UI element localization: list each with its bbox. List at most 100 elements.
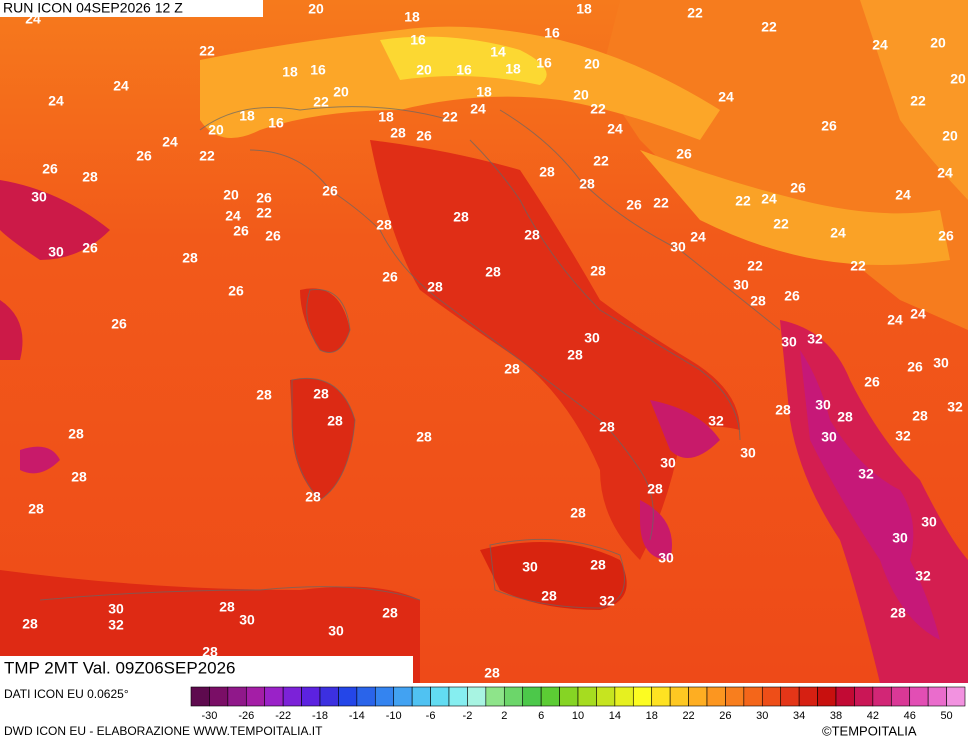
temperature-label: 28	[390, 125, 406, 141]
color-swatch	[743, 686, 763, 707]
temperature-label: 30	[933, 355, 949, 371]
temperature-label: 30	[921, 514, 937, 530]
temperature-label: 20	[333, 84, 349, 100]
temperature-label: 26	[416, 128, 432, 144]
temperature-label: 20	[416, 62, 432, 78]
scale-tick-label: 18	[646, 710, 658, 722]
temperature-label: 24	[162, 134, 178, 150]
color-swatch	[688, 686, 708, 707]
color-swatch	[338, 686, 358, 707]
color-swatch	[817, 686, 837, 707]
temperature-label: 18	[404, 9, 420, 25]
temperature-label: 28	[647, 481, 663, 497]
temperature-label: 22	[199, 148, 215, 164]
color-swatch	[706, 686, 726, 707]
temperature-label: 30	[522, 559, 538, 575]
temperature-label: 24	[718, 89, 734, 105]
temperature-label: 28	[599, 419, 615, 435]
temperature-label: 24	[470, 101, 486, 117]
coastlines	[39, 106, 781, 609]
temperature-label: 30	[660, 455, 676, 471]
temperature-label: 22	[199, 43, 215, 59]
temperature-label: 28	[775, 402, 791, 418]
color-swatch	[430, 686, 450, 707]
color-swatch	[780, 686, 800, 707]
temperature-label: 26	[256, 190, 272, 206]
color-swatch	[319, 686, 339, 707]
temperature-label: 22	[590, 101, 606, 117]
temperature-label: 22	[735, 193, 751, 209]
temperature-label: 16	[544, 25, 560, 41]
color-swatch	[411, 686, 431, 707]
color-swatch	[374, 686, 395, 707]
temperature-label: 28	[590, 557, 606, 573]
temperature-label: 32	[858, 466, 874, 482]
temperature-label: 24	[761, 191, 777, 207]
color-swatch	[946, 686, 966, 707]
color-swatch	[798, 686, 818, 707]
color-swatch	[227, 686, 247, 707]
scale-tick-label: -26	[238, 710, 254, 722]
temperature-label: 16	[268, 115, 284, 131]
color-swatch	[890, 686, 911, 707]
temperature-label: 22	[773, 216, 789, 232]
temperature-label: 20	[208, 122, 224, 138]
color-swatch	[209, 686, 229, 707]
temperature-label: 32	[915, 568, 931, 584]
temperature-label: 26	[938, 228, 954, 244]
temperature-label: 26	[265, 228, 281, 244]
temperature-label: 24	[887, 312, 903, 328]
scale-tick-label: -18	[312, 710, 328, 722]
color-swatch	[614, 686, 634, 707]
scale-tick-label: 6	[538, 710, 544, 722]
temperature-label: 24	[910, 306, 926, 322]
temperature-label: 28	[182, 250, 198, 266]
scale-tick-label: 14	[609, 710, 621, 722]
temperature-label: 26	[228, 283, 244, 299]
temperature-label: 28	[890, 605, 906, 621]
temperature-label: 24	[113, 78, 129, 94]
color-swatch	[596, 686, 616, 707]
validity-label: TMP 2MT Val. 09Z06SEP2026	[4, 658, 236, 677]
temperature-label: 30	[821, 429, 837, 445]
color-swatch	[190, 686, 210, 707]
temperature-label: 28	[453, 209, 469, 225]
scale-tick-label: -2	[463, 710, 473, 722]
scale-tick-label: -22	[275, 710, 291, 722]
color-swatch	[725, 686, 745, 707]
scale-tick-label: 42	[867, 710, 879, 722]
temperature-label: 22	[747, 258, 763, 274]
temperature-label: 26	[907, 359, 923, 375]
temperature-label: 20	[223, 187, 239, 203]
brand-label: ©TEMPOITALIA	[822, 723, 917, 738]
temperature-label: 24	[48, 93, 64, 109]
temperature-label: 22	[850, 258, 866, 274]
temperature-label: 26	[136, 148, 152, 164]
temperature-label: 20	[930, 35, 946, 51]
temperature-label: 28	[837, 409, 853, 425]
temperature-label: 28	[570, 505, 586, 521]
temperature-label: 28	[382, 605, 398, 621]
temperature-label: 28	[256, 387, 272, 403]
color-swatch	[577, 686, 597, 707]
color-swatch	[301, 686, 321, 707]
temperature-label: 28	[541, 588, 557, 604]
temperature-label: 24	[607, 121, 623, 137]
temperature-label: 22	[910, 93, 926, 109]
temperature-label: 20	[584, 56, 600, 72]
temperature-label: 26	[790, 180, 806, 196]
temperature-label: 20	[942, 128, 958, 144]
color-swatch	[632, 686, 653, 707]
temperature-label: 26	[111, 316, 127, 332]
temperature-label: 14	[490, 44, 506, 60]
scale-tick-label: 26	[719, 710, 731, 722]
credit-label: DWD ICON EU - ELABORAZIONE WWW.TEMPOITAL…	[4, 724, 323, 738]
temperature-label: 24	[895, 187, 911, 203]
temperature-label: 30	[740, 445, 756, 461]
temperature-label: 24	[225, 208, 241, 224]
color-swatch	[669, 686, 689, 707]
scale-tick-label: 30	[756, 710, 768, 722]
temperature-label: 24	[872, 37, 888, 53]
color-swatch	[356, 686, 376, 707]
